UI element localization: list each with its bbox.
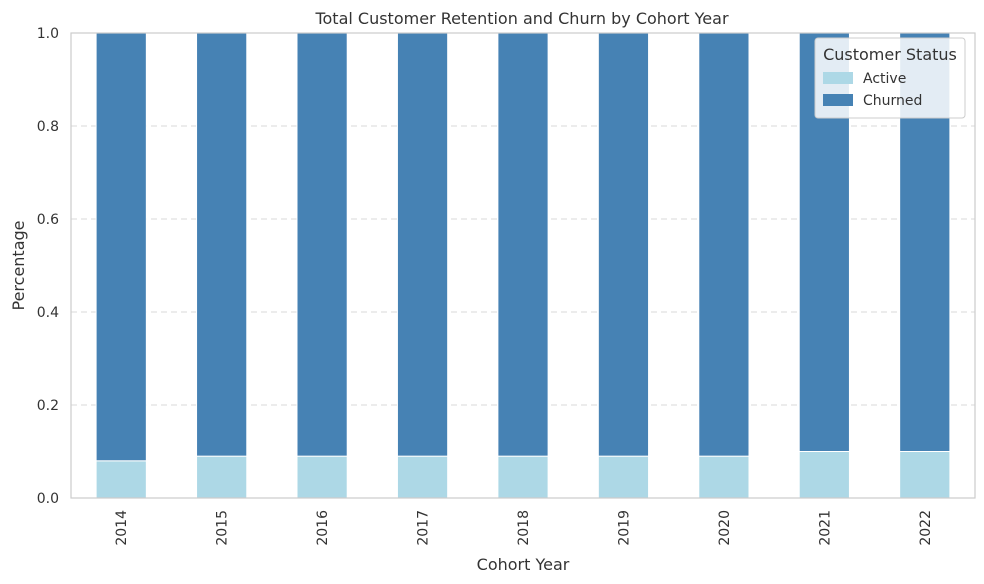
bar-active-2021: [798, 451, 850, 499]
y-tick-label: 0.2: [37, 398, 59, 414]
bar-churned-2019: [597, 32, 650, 457]
plot-frame: [70, 32, 976, 499]
x-tick-label: 2020: [717, 510, 733, 546]
bar-active-2014: [95, 460, 147, 499]
bar-active-2019: [597, 455, 650, 499]
y-tick-label: 0.8: [37, 119, 59, 135]
legend-title: Customer Status: [823, 45, 957, 64]
chart-title: Total Customer Retention and Churn by Co…: [314, 9, 728, 28]
bar-active-2020: [698, 455, 750, 499]
y-tick-label: 0.6: [37, 212, 59, 228]
x-tick-label: 2016: [315, 510, 331, 546]
bar-active-2015: [196, 455, 248, 499]
bar-active-2017: [396, 455, 449, 499]
legend-swatch-churned: [823, 94, 853, 106]
legend-label-active: Active: [863, 71, 906, 87]
x-axis-ticks: 2014 2015 2016 2017 2018 2019 2020 2021 2022: [114, 510, 934, 546]
x-tick-label: 2019: [616, 510, 632, 546]
y-tick-label: 1.0: [37, 26, 59, 42]
y-tick-label: 0.4: [37, 305, 59, 321]
bar-active-2022: [899, 451, 951, 499]
y-axis-title: Percentage: [9, 220, 28, 310]
x-tick-label: 2015: [215, 510, 231, 546]
x-tick-label: 2021: [817, 510, 833, 546]
bar-churned-2014: [95, 32, 147, 462]
bar-active-2016: [296, 455, 348, 499]
x-tick-label: 2014: [114, 510, 130, 546]
legend-label-churned: Churned: [863, 93, 922, 109]
y-axis-ticks: 0.0 0.2 0.4 0.6 0.8 1.0: [37, 26, 59, 507]
x-tick-label: 2018: [516, 510, 532, 546]
x-axis-title: Cohort Year: [477, 555, 570, 574]
legend: Customer Status Active Churned: [814, 37, 966, 119]
legend-swatch-active: [823, 72, 853, 84]
bar-churned-2017: [396, 32, 449, 457]
bar-churned-2020: [698, 32, 750, 457]
bar-churned-2016: [296, 32, 348, 457]
bar-churned-2018: [497, 32, 549, 457]
bar-churned-2015: [196, 32, 248, 457]
x-tick-label: 2022: [918, 510, 934, 546]
y-tick-label: 0.0: [37, 491, 59, 507]
x-tick-label: 2017: [416, 510, 432, 546]
bar-active-2018: [497, 455, 549, 499]
